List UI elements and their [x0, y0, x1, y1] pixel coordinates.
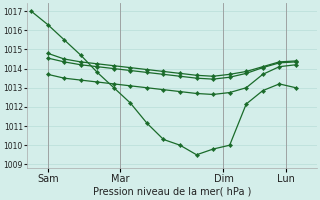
X-axis label: Pression niveau de la mer( hPa ): Pression niveau de la mer( hPa ) — [92, 187, 251, 197]
